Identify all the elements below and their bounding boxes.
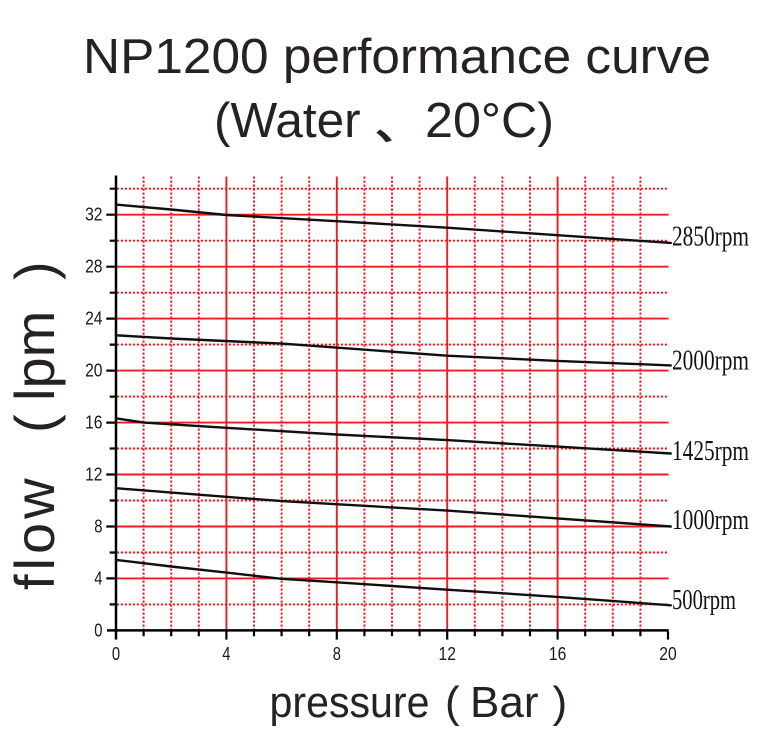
svg-text:1425rpm: 1425rpm	[672, 436, 749, 467]
svg-text:12: 12	[439, 643, 456, 664]
svg-text:flow(lpm): flow(lpm)	[3, 261, 66, 590]
svg-text:20: 20	[659, 643, 676, 664]
svg-text:2850rpm: 2850rpm	[672, 222, 749, 253]
svg-text:0: 0	[112, 643, 120, 664]
svg-text:0: 0	[94, 619, 102, 640]
svg-text:4: 4	[94, 567, 102, 588]
svg-text:500rpm: 500rpm	[672, 585, 736, 616]
svg-text:24: 24	[85, 308, 102, 329]
svg-text:8: 8	[94, 516, 102, 537]
svg-text:pressure(Bar): pressure(Bar)	[270, 678, 568, 727]
svg-text:28: 28	[85, 256, 102, 277]
svg-text:16: 16	[85, 412, 102, 433]
svg-text:NP1200 performance curve: NP1200 performance curve	[83, 29, 711, 84]
svg-text:12: 12	[85, 464, 102, 485]
svg-text:32: 32	[85, 204, 102, 225]
svg-text:4: 4	[222, 643, 230, 664]
svg-text:8: 8	[333, 643, 341, 664]
svg-text:1000rpm: 1000rpm	[672, 505, 749, 536]
svg-text:20: 20	[85, 360, 102, 381]
svg-text:16: 16	[549, 643, 566, 664]
svg-text:2000rpm: 2000rpm	[672, 346, 749, 377]
